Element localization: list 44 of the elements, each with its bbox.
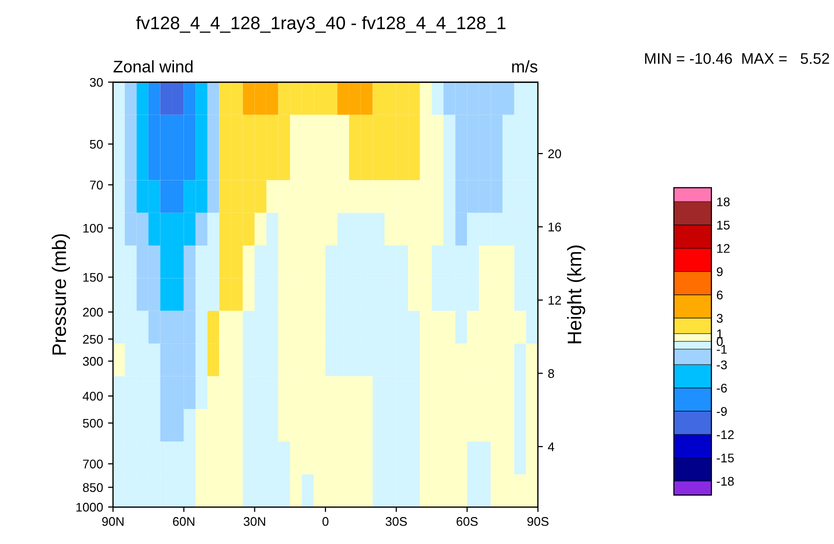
y-tick-label: 700 bbox=[83, 460, 103, 468]
y-tick-label: 1000 bbox=[76, 502, 103, 512]
x-tick-label: 90N bbox=[102, 517, 124, 526]
y-tick-label: 150 bbox=[83, 272, 103, 282]
color-bar-label: 18 bbox=[717, 197, 730, 206]
y-tick-label: 250 bbox=[83, 334, 103, 344]
color-bar-label: -3 bbox=[716, 360, 727, 370]
y2-tick-label: 4 bbox=[548, 442, 554, 452]
color-bar-label: 6 bbox=[716, 290, 723, 300]
x-tick-label: 30S bbox=[386, 517, 407, 526]
chart-title: fv128_4_4_128_1ray3_40 - fv128_4_4_128_1 bbox=[136, 16, 506, 33]
color-bar-label: -6 bbox=[716, 384, 727, 393]
text: MIN = -10.46 MAX = 5.52 bbox=[645, 53, 830, 64]
y2-axis-title: Height (km) bbox=[567, 246, 586, 344]
y-tick-label: 100 bbox=[83, 224, 103, 233]
x-tick-label: 60N bbox=[172, 517, 194, 526]
y-axis-title: Pressure (mb) bbox=[52, 234, 70, 355]
y-tick-label: 500 bbox=[82, 418, 103, 428]
y-tick-label: 50 bbox=[90, 140, 103, 149]
color-bar-label: 12 bbox=[717, 244, 730, 253]
y-tick-label: 400 bbox=[82, 392, 103, 401]
y-tick-label: 30 bbox=[90, 78, 103, 87]
y-tick-label: 200 bbox=[83, 308, 103, 317]
color-bar-label: 15 bbox=[717, 220, 730, 230]
y-tick-label: 300 bbox=[82, 356, 103, 366]
y-tick-label: 850 bbox=[82, 483, 103, 492]
y2-tick-label: 16 bbox=[548, 222, 562, 232]
color-bar-label: -18 bbox=[716, 476, 734, 486]
color-bar-label: -15 bbox=[716, 454, 734, 462]
chart-subtitle: Zonal wind bbox=[114, 60, 193, 72]
color-bar-label: 3 bbox=[716, 314, 723, 323]
color-bar-label: 9 bbox=[716, 267, 723, 276]
x-tick-label: 60S bbox=[456, 517, 478, 526]
color-bar-label: -9 bbox=[716, 407, 727, 416]
y-tick-label: 70 bbox=[90, 180, 103, 190]
x-tick-label: 30N bbox=[244, 517, 266, 526]
x-tick-label: 90S bbox=[527, 517, 548, 526]
y2-tick-label: 12 bbox=[548, 296, 561, 305]
x-tick-label: 0 bbox=[322, 517, 328, 526]
color-bar-label: -1 bbox=[716, 345, 727, 354]
color-bar-label: -12 bbox=[716, 430, 734, 440]
y2-tick-label: 8 bbox=[548, 369, 554, 378]
text: m/s bbox=[512, 60, 538, 72]
y2-tick-label: 20 bbox=[548, 149, 562, 158]
